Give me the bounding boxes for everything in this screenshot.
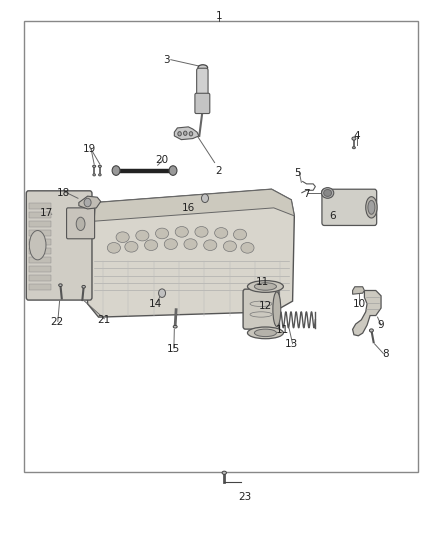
Ellipse shape [82, 286, 85, 288]
Bar [24, 21, 418, 472]
Ellipse shape [164, 239, 177, 249]
Ellipse shape [254, 329, 276, 337]
Ellipse shape [155, 228, 169, 239]
Ellipse shape [125, 241, 138, 252]
Text: 4: 4 [353, 131, 360, 141]
Text: 20: 20 [155, 155, 169, 165]
Ellipse shape [247, 327, 283, 339]
Text: 3: 3 [163, 55, 170, 64]
Ellipse shape [254, 282, 276, 290]
Text: 16: 16 [182, 203, 195, 213]
Polygon shape [94, 189, 294, 221]
FancyBboxPatch shape [322, 189, 377, 225]
Text: 6: 6 [329, 211, 336, 221]
Ellipse shape [215, 228, 228, 238]
Polygon shape [85, 189, 294, 317]
Ellipse shape [352, 147, 356, 149]
Bar [29, 221, 51, 227]
Circle shape [189, 132, 193, 136]
Text: 9: 9 [378, 320, 385, 330]
Text: 13: 13 [285, 339, 298, 349]
Bar [29, 230, 51, 236]
Ellipse shape [116, 232, 129, 243]
Text: 22: 22 [50, 318, 64, 327]
Text: 23: 23 [239, 492, 252, 502]
Ellipse shape [324, 189, 332, 196]
Ellipse shape [198, 65, 208, 70]
Text: 2: 2 [215, 166, 223, 175]
Polygon shape [174, 127, 199, 140]
Ellipse shape [175, 227, 188, 237]
Ellipse shape [93, 174, 95, 176]
Ellipse shape [112, 166, 120, 175]
Text: 7: 7 [303, 189, 310, 199]
Ellipse shape [222, 471, 226, 474]
Ellipse shape [169, 166, 177, 175]
Text: 17: 17 [39, 208, 53, 218]
Ellipse shape [204, 240, 217, 251]
Circle shape [201, 194, 208, 203]
Text: 5: 5 [294, 168, 301, 178]
Text: 19: 19 [83, 144, 96, 154]
Ellipse shape [93, 165, 95, 167]
FancyBboxPatch shape [26, 191, 92, 300]
Ellipse shape [321, 188, 334, 198]
Ellipse shape [247, 280, 283, 292]
FancyBboxPatch shape [67, 208, 95, 239]
Text: 1: 1 [215, 11, 223, 21]
Text: 14: 14 [149, 299, 162, 309]
Text: 10: 10 [353, 299, 366, 309]
Polygon shape [353, 290, 381, 336]
Ellipse shape [145, 240, 158, 251]
Bar [29, 248, 51, 254]
Text: 8: 8 [382, 350, 389, 359]
Circle shape [159, 289, 166, 297]
FancyBboxPatch shape [197, 68, 208, 98]
Bar [29, 203, 51, 209]
Text: 11: 11 [256, 278, 269, 287]
Bar [29, 275, 51, 281]
Bar [29, 284, 51, 290]
Text: 15: 15 [166, 344, 180, 354]
Ellipse shape [29, 230, 46, 260]
Bar [29, 212, 51, 218]
Text: 21: 21 [98, 315, 111, 325]
Ellipse shape [366, 197, 377, 218]
Circle shape [178, 132, 181, 136]
Ellipse shape [98, 165, 102, 167]
Bar [29, 257, 51, 263]
Ellipse shape [241, 243, 254, 253]
Ellipse shape [352, 137, 356, 140]
Ellipse shape [184, 239, 197, 249]
Ellipse shape [76, 217, 85, 231]
Ellipse shape [233, 229, 247, 240]
Ellipse shape [223, 241, 237, 252]
Ellipse shape [136, 230, 149, 241]
Polygon shape [79, 196, 101, 209]
Circle shape [84, 198, 91, 207]
Ellipse shape [368, 200, 375, 214]
Text: 11: 11 [276, 326, 289, 335]
Ellipse shape [99, 174, 101, 176]
Ellipse shape [369, 329, 373, 332]
FancyBboxPatch shape [195, 93, 210, 114]
Circle shape [184, 131, 187, 135]
Ellipse shape [107, 243, 120, 253]
Bar [29, 239, 51, 245]
Ellipse shape [59, 284, 62, 287]
Text: 12: 12 [258, 302, 272, 311]
Polygon shape [353, 287, 364, 294]
FancyBboxPatch shape [243, 289, 279, 329]
Ellipse shape [273, 292, 281, 326]
Ellipse shape [173, 325, 177, 328]
Text: 18: 18 [57, 188, 70, 198]
Ellipse shape [195, 227, 208, 237]
Bar [29, 266, 51, 272]
